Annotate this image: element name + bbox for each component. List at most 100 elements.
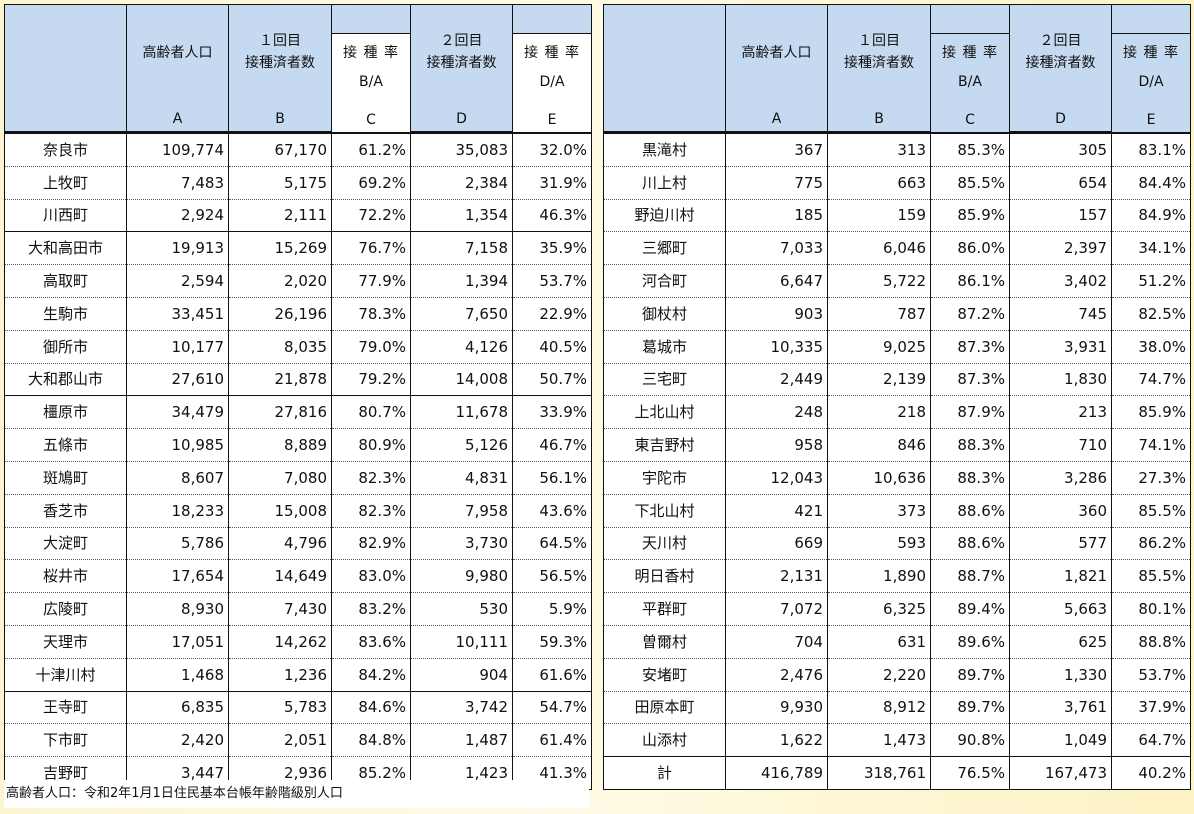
municipality-cell: 大和郡山市 [4, 363, 127, 397]
table-row: 河合町 6,647 5,722 86.1% 3,402 51.2% [603, 264, 1191, 298]
header-a-letter: A [771, 111, 782, 127]
cell-d: 3,761 [1009, 691, 1112, 725]
table-row: 十津川村 1,468 1,236 84.2% 904 61.6% [4, 658, 592, 692]
cell-a: 367 [725, 132, 828, 167]
cell-b: 6,325 [827, 592, 931, 626]
cell-d: 10,111 [410, 625, 513, 659]
cell-e: 50.7% [512, 363, 592, 397]
cell-c: 84.8% [331, 723, 411, 758]
cell-d: 1,049 [1009, 723, 1112, 758]
footnote: 高齢者人口：令和2年1月1日住民基本台帳年齢階級別人口 [4, 780, 589, 808]
municipality-cell: 香芝市 [4, 494, 127, 528]
municipality-cell: 計 [603, 756, 726, 790]
cell-a: 6,647 [725, 264, 828, 298]
cell-e: 37.9% [1111, 691, 1191, 725]
header-c-label: 接 種 率 [942, 45, 998, 61]
cell-c: 82.9% [331, 527, 411, 561]
cell-c: 72.2% [331, 199, 411, 233]
header-e-label: 接 種 率 [1123, 45, 1179, 61]
cell-c: 86.0% [930, 231, 1010, 266]
cell-a: 27,610 [126, 363, 229, 397]
cell-b: 2,111 [228, 199, 332, 233]
table-row: 橿原市 34,479 27,816 80.7% 11,678 33.9% [4, 395, 592, 430]
header-e-formula: D/A [1138, 74, 1164, 90]
cell-a: 421 [725, 494, 828, 528]
cell-a: 6,835 [126, 690, 229, 725]
municipality-cell: 大淀町 [4, 527, 127, 561]
header-row: 高齢者人口 A １回目 接種済者数 B 接 種 率 B/A C ２回目 接種済者… [603, 4, 1191, 133]
cell-c: 83.0% [331, 559, 411, 594]
header-d-label-1: ２回目 [440, 33, 483, 49]
cell-b: 2,020 [228, 264, 332, 298]
municipality-cell: 高取町 [4, 264, 127, 298]
cell-d: 710 [1009, 428, 1112, 462]
table-row: 五條市 10,985 8,889 80.9% 5,126 46.7% [4, 428, 592, 462]
table-row: 黒滝村 367 313 85.3% 305 83.1% [603, 132, 1191, 167]
cell-d: 625 [1009, 625, 1112, 659]
cell-b: 1,890 [827, 559, 931, 594]
cell-c: 88.7% [930, 559, 1010, 594]
header-first-dose: １回目 接種済者数 B [827, 4, 931, 133]
cell-e: 59.3% [512, 625, 592, 659]
cell-d: 904 [410, 658, 513, 692]
cell-e: 56.5% [512, 559, 592, 594]
header-c-label: 接 種 率 [343, 45, 399, 61]
table-row: 野迫川村 185 159 85.9% 157 84.9% [603, 199, 1191, 233]
cell-e: 51.2% [1111, 264, 1191, 298]
cell-c: 87.9% [930, 395, 1010, 430]
cell-c: 79.0% [331, 330, 411, 364]
cell-c: 86.1% [930, 264, 1010, 298]
table-row: 御所市 10,177 8,035 79.0% 4,126 40.5% [4, 330, 592, 364]
cell-c: 80.9% [331, 428, 411, 462]
table-row: 宇陀市 12,043 10,636 88.3% 3,286 27.3% [603, 461, 1191, 495]
municipality-cell: 平群町 [603, 592, 726, 626]
cell-c: 88.3% [930, 428, 1010, 462]
municipality-cell: 上北山村 [603, 395, 726, 430]
municipality-cell: 広陵町 [4, 592, 127, 626]
cell-d: 577 [1009, 527, 1112, 561]
cell-b: 1,236 [228, 658, 332, 692]
cell-e: 40.5% [512, 330, 592, 364]
cell-e: 84.9% [1111, 199, 1191, 233]
cell-a: 10,335 [725, 330, 828, 364]
cell-c: 89.7% [930, 658, 1010, 692]
cell-a: 2,594 [126, 264, 229, 298]
cell-d: 157 [1009, 199, 1112, 233]
cell-c: 88.6% [930, 527, 1010, 561]
header-e-formula: D/A [539, 74, 565, 90]
cell-e: 53.7% [1111, 658, 1191, 692]
table-row: 斑鳩町 8,607 7,080 82.3% 4,831 56.1% [4, 461, 592, 495]
cell-c: 82.3% [331, 461, 411, 495]
cell-c: 83.2% [331, 592, 411, 626]
cell-a: 34,479 [126, 395, 229, 430]
municipality-cell: 御杖村 [603, 297, 726, 331]
cell-d: 213 [1009, 395, 1112, 430]
cell-e: 43.6% [512, 494, 592, 528]
cell-b: 663 [827, 166, 931, 200]
cell-a: 8,607 [126, 461, 229, 495]
header-first-dose: １回目 接種済者数 B [228, 4, 332, 133]
table-row: 曽爾村 704 631 89.6% 625 88.8% [603, 625, 1191, 659]
cell-e: 82.5% [1111, 297, 1191, 331]
cell-b: 21,878 [228, 363, 332, 397]
cell-a: 10,985 [126, 428, 229, 462]
municipality-cell: 宇陀市 [603, 461, 726, 495]
header-municipality [4, 4, 127, 133]
municipality-cell: 天理市 [4, 625, 127, 659]
table-body-left: 奈良市 109,774 67,170 61.2% 35,083 32.0% 上牧町 7,483… [4, 132, 592, 790]
cell-b: 313 [827, 132, 931, 167]
cell-e: 64.5% [512, 527, 592, 561]
cell-d: 360 [1009, 494, 1112, 528]
cell-b: 7,430 [228, 592, 332, 626]
table-row: 田原本町 9,930 8,912 89.7% 3,761 37.9% [603, 691, 1191, 725]
cell-d: 5,663 [1009, 592, 1112, 626]
municipality-cell: 川西町 [4, 199, 127, 233]
header-second-dose: ２回目 接種済者数 D [1009, 4, 1112, 133]
cell-e: 46.7% [512, 428, 592, 462]
cell-b: 5,722 [827, 264, 931, 298]
cell-b: 318,761 [827, 756, 931, 790]
cell-a: 17,654 [126, 559, 229, 594]
cell-e: 88.8% [1111, 625, 1191, 659]
cell-e: 85.9% [1111, 395, 1191, 430]
table-row: 計 416,789 318,761 76.5% 167,473 40.2% [603, 756, 1191, 790]
